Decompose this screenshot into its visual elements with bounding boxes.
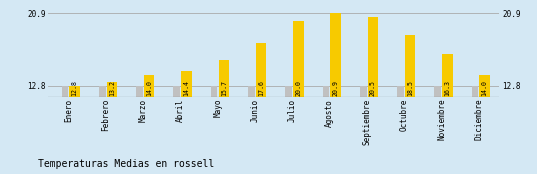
Bar xyxy=(248,86,255,97)
Bar xyxy=(181,72,192,97)
Bar xyxy=(434,86,441,97)
Text: 13.2: 13.2 xyxy=(109,80,115,96)
Bar xyxy=(323,86,329,97)
Bar xyxy=(62,86,68,97)
Text: 20.0: 20.0 xyxy=(295,80,301,96)
Bar xyxy=(219,60,229,97)
Bar xyxy=(471,86,478,97)
Text: 20.5: 20.5 xyxy=(370,80,376,96)
Bar xyxy=(107,82,117,97)
Bar xyxy=(136,86,143,97)
Text: 16.3: 16.3 xyxy=(445,80,451,96)
Bar xyxy=(144,75,155,97)
Bar xyxy=(442,54,453,97)
Bar xyxy=(368,17,378,97)
Bar xyxy=(211,86,217,97)
Bar xyxy=(285,86,292,97)
Bar xyxy=(330,13,341,97)
Text: 14.0: 14.0 xyxy=(146,80,152,96)
Text: 12.8: 12.8 xyxy=(71,80,78,96)
Bar xyxy=(256,43,266,97)
Bar xyxy=(99,86,106,97)
Text: 15.7: 15.7 xyxy=(221,80,227,96)
Bar xyxy=(173,86,180,97)
Text: 14.0: 14.0 xyxy=(482,80,488,96)
Bar xyxy=(397,86,404,97)
Bar xyxy=(69,86,80,97)
Bar xyxy=(480,75,490,97)
Bar xyxy=(293,21,303,97)
Bar xyxy=(360,86,367,97)
Text: Temperaturas Medias en rossell: Temperaturas Medias en rossell xyxy=(38,159,214,169)
Bar xyxy=(405,35,415,97)
Text: 18.5: 18.5 xyxy=(407,80,413,96)
Text: 17.6: 17.6 xyxy=(258,80,264,96)
Text: 14.4: 14.4 xyxy=(184,80,190,96)
Text: 20.9: 20.9 xyxy=(332,80,338,96)
